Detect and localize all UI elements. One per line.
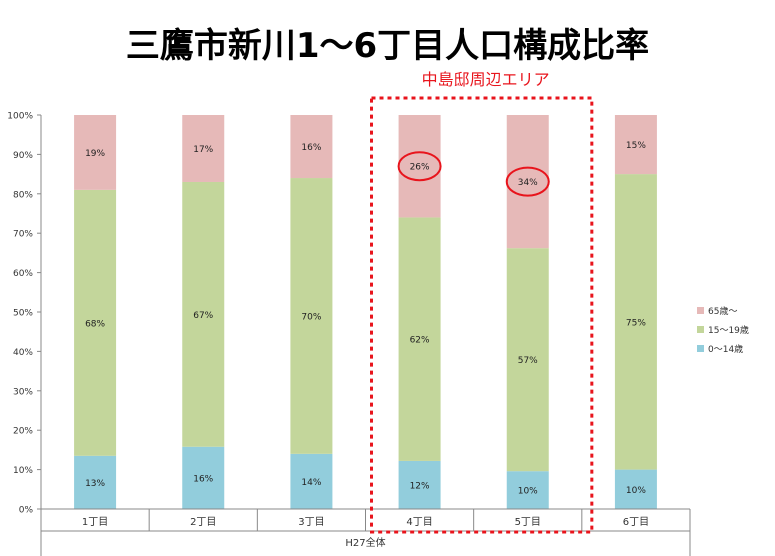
legend-label: 15〜19歳 [708,324,749,336]
highlight-box [370,96,594,534]
y-tick-label: 100% [7,112,33,122]
data-label: 10% [518,487,538,497]
bar-segment [614,469,657,509]
bar-segment [290,453,333,509]
bar-segment [74,455,117,509]
bar-segment [74,189,117,456]
y-tick-label: 0% [19,506,34,516]
y-tick-label: 90% [13,151,33,161]
bar-segment [614,115,657,175]
y-tick-label: 30% [13,387,33,397]
bar-segment [506,471,549,509]
data-label: 34% [518,178,538,188]
data-label: 13% [85,479,105,489]
y-tick-label: 60% [13,269,33,279]
y-tick-label: 40% [13,348,33,358]
x-tick-label: 5丁目 [515,517,541,528]
bar-segment [614,174,657,470]
bar-segment [182,115,225,182]
legend-label: 0〜14歳 [708,343,743,355]
highlight-label: 中島邸周辺エリア [422,70,550,89]
y-tick-label: 70% [13,230,33,240]
bar-segment [290,115,333,179]
bar-segment [290,178,333,454]
bar-segment [182,181,225,447]
x-tick-label: 6丁目 [623,517,649,528]
bar-segment [398,460,441,509]
data-label: 15% [626,141,646,151]
bar-segment [74,115,117,190]
bar-segment [398,115,441,218]
legend-swatch [697,307,704,314]
bar-segment [506,115,549,249]
legend-swatch [697,326,704,333]
data-label: 57% [518,356,538,366]
x-tick-label: 1丁目 [82,517,108,528]
legend-swatch [697,345,704,352]
x-tick-label: 4丁目 [406,517,432,528]
legend-label: 65歳〜 [708,305,737,317]
bar-segment [506,248,549,472]
page-title: 三鷹市新川1〜6丁目人口構成比率 [125,26,650,66]
data-label: 67% [193,311,213,321]
data-label: 12% [410,481,430,491]
y-tick-label: 80% [13,190,33,200]
highlight-circle [505,166,550,197]
data-label: 68% [85,319,105,329]
highlight-circle [397,151,442,182]
data-label: 26% [410,163,430,173]
data-label: 19% [85,149,105,159]
data-label: 14% [301,478,321,488]
x-tick-label: 2丁目 [190,517,216,528]
data-label: 10% [626,486,646,496]
data-label: 62% [410,336,430,346]
data-label: 16% [193,474,213,484]
bar-segment [398,217,441,461]
bar-segment [182,446,225,509]
data-label: 70% [301,312,321,322]
data-label: 17% [193,145,213,155]
data-label: 16% [301,143,321,153]
y-tick-label: 20% [13,427,33,437]
y-tick-label: 50% [13,309,33,319]
x-tick-label: 3丁目 [298,517,324,528]
y-tick-label: 10% [13,466,33,476]
x-group-label: H27全体 [345,536,385,549]
data-label: 75% [626,318,646,328]
